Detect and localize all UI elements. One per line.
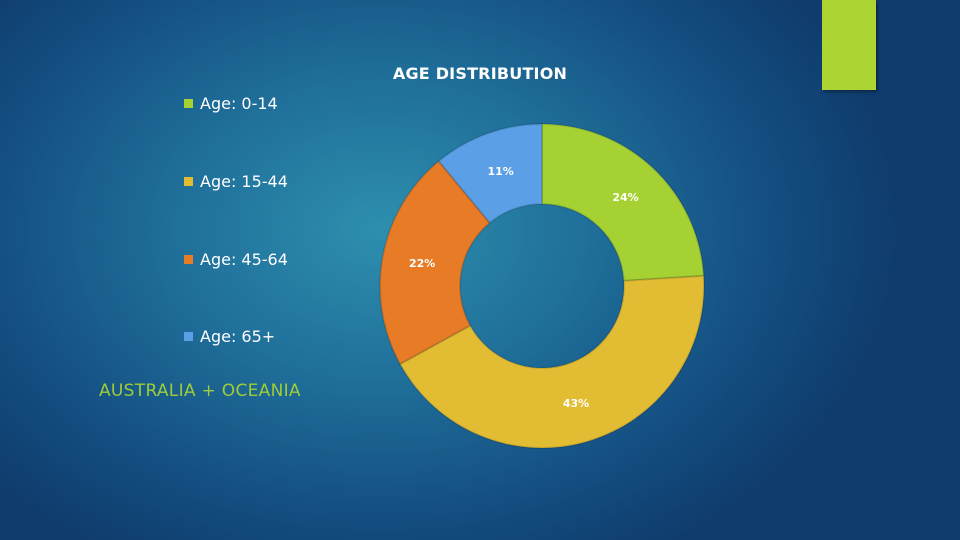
legend-label: Age: 65+ bbox=[200, 327, 276, 346]
accent-bar bbox=[822, 0, 876, 90]
legend-swatch-age-0-14 bbox=[184, 99, 193, 108]
legend-swatch-age-65-plus bbox=[184, 332, 193, 341]
donut-slice-age-45-64 bbox=[379, 159, 492, 366]
legend-item-age-45-64: Age: 45-64 bbox=[184, 250, 288, 269]
slice-label-age-65-plus: 11% bbox=[488, 165, 514, 178]
slice-label-age-15-44: 43% bbox=[563, 397, 589, 410]
legend-swatch-age-45-64 bbox=[184, 255, 193, 264]
legend-item-age-15-44: Age: 15-44 bbox=[184, 172, 288, 191]
donut-slice-age-65-plus bbox=[437, 122, 543, 225]
region-label: AUSTRALIA + OCEANIA bbox=[99, 381, 301, 401]
chart-title: AGE DISTRIBUTION bbox=[392, 64, 568, 83]
legend-label: Age: 0-14 bbox=[200, 94, 278, 113]
slice-label-age-0-14: 24% bbox=[612, 191, 638, 204]
legend-label: Age: 15-44 bbox=[200, 172, 288, 191]
legend-item-age-0-14: Age: 0-14 bbox=[184, 94, 278, 113]
legend-item-age-65-plus: Age: 65+ bbox=[184, 327, 275, 346]
donut-slice-age-15-44 bbox=[398, 274, 705, 449]
slice-label-age-45-64: 22% bbox=[409, 257, 435, 270]
donut-slice-age-0-14 bbox=[541, 122, 705, 282]
legend-swatch-age-15-44 bbox=[184, 177, 193, 186]
legend-label: Age: 45-64 bbox=[200, 250, 288, 269]
